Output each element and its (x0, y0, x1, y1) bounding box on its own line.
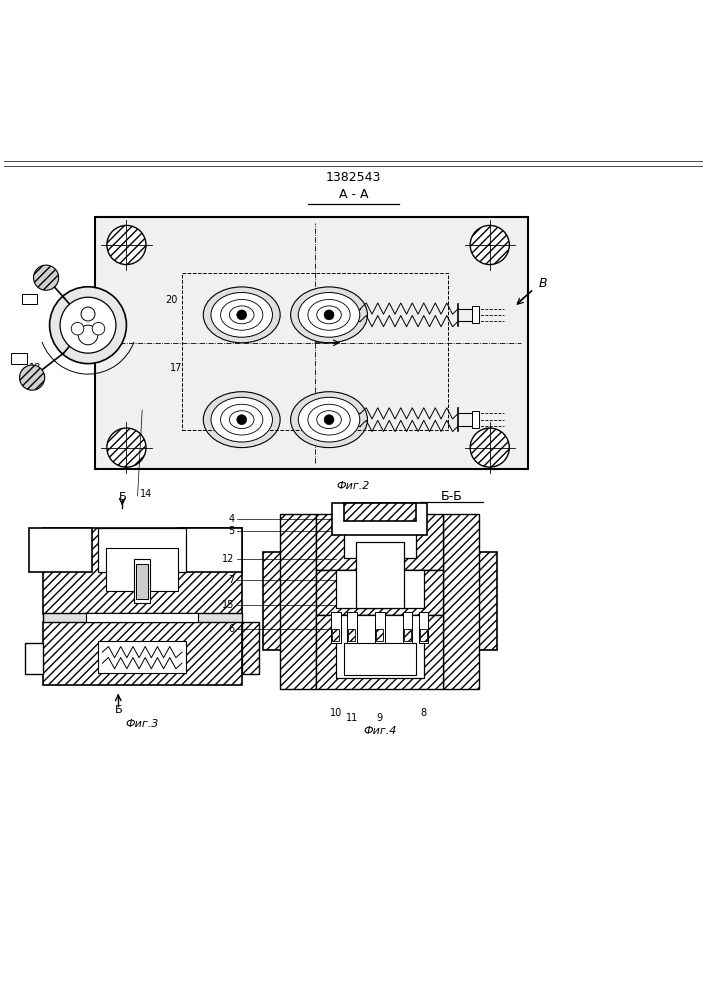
Ellipse shape (291, 392, 368, 448)
Circle shape (237, 310, 247, 320)
Bar (95, 217, 528, 469)
Text: 17: 17 (170, 363, 182, 373)
Bar (98, 528, 186, 572)
Bar (98, 641, 186, 673)
Ellipse shape (229, 411, 254, 429)
Text: B: B (539, 277, 547, 290)
Circle shape (470, 225, 509, 265)
Ellipse shape (221, 404, 263, 435)
Bar (106, 548, 178, 591)
Ellipse shape (204, 392, 280, 448)
Bar (336, 615, 423, 678)
Bar (332, 629, 339, 641)
Bar (316, 615, 443, 689)
Circle shape (71, 322, 84, 335)
Text: 4: 4 (228, 514, 235, 524)
Bar (42, 622, 242, 685)
Circle shape (107, 428, 146, 467)
Bar (344, 503, 416, 521)
Bar (136, 564, 148, 599)
Bar (134, 559, 150, 603)
Text: Фиг.2: Фиг.2 (337, 481, 370, 491)
Ellipse shape (298, 397, 360, 442)
Text: 18: 18 (28, 363, 41, 373)
Circle shape (237, 415, 247, 425)
Ellipse shape (298, 292, 360, 337)
Text: 11: 11 (346, 713, 358, 723)
Text: Б: Б (119, 492, 126, 502)
Bar (403, 612, 412, 643)
Text: Фиг.4: Фиг.4 (363, 726, 397, 736)
Ellipse shape (317, 411, 341, 429)
Ellipse shape (291, 287, 368, 343)
Bar (263, 552, 282, 650)
Ellipse shape (221, 299, 263, 330)
Circle shape (107, 225, 146, 265)
Text: Б: Б (115, 705, 122, 715)
Text: 5: 5 (228, 526, 235, 536)
Bar (280, 514, 316, 689)
Circle shape (20, 365, 45, 390)
Bar (472, 306, 479, 323)
Bar (42, 528, 242, 614)
Bar (11, 353, 27, 364)
Text: 8: 8 (421, 708, 426, 718)
Ellipse shape (211, 292, 272, 337)
Bar (404, 629, 411, 641)
Bar (419, 612, 428, 643)
Text: 15: 15 (223, 600, 235, 610)
Bar (25, 643, 42, 674)
Bar (344, 643, 416, 675)
Bar (347, 612, 357, 643)
Bar (42, 613, 242, 622)
Ellipse shape (211, 397, 272, 442)
Circle shape (81, 307, 95, 321)
Bar (443, 514, 479, 689)
Circle shape (49, 287, 127, 364)
Bar (28, 528, 93, 572)
Bar (420, 629, 427, 641)
Bar (332, 503, 428, 535)
Circle shape (60, 297, 116, 353)
Text: 1382543: 1382543 (326, 171, 381, 184)
Bar (331, 612, 341, 643)
Circle shape (470, 428, 509, 467)
Bar (22, 294, 37, 304)
Ellipse shape (229, 306, 254, 324)
Text: 10: 10 (329, 708, 342, 718)
Text: 14: 14 (140, 489, 152, 499)
Bar (375, 612, 385, 643)
Bar (182, 273, 448, 430)
Ellipse shape (308, 404, 350, 435)
Text: 20: 20 (165, 295, 177, 305)
Circle shape (324, 310, 334, 320)
Bar (316, 570, 443, 615)
Text: А - А: А - А (339, 188, 368, 201)
Text: Б-Б: Б-Б (440, 490, 462, 503)
Bar (477, 552, 497, 650)
Text: 9: 9 (377, 713, 382, 723)
Ellipse shape (204, 287, 280, 343)
Circle shape (92, 322, 105, 335)
Bar (316, 514, 443, 570)
Circle shape (33, 265, 59, 290)
Ellipse shape (317, 306, 341, 324)
Text: 12: 12 (223, 554, 235, 564)
Circle shape (324, 415, 334, 425)
Bar (376, 629, 383, 641)
Text: 6: 6 (228, 624, 235, 634)
Circle shape (78, 325, 98, 345)
Bar (242, 622, 259, 674)
Bar (472, 411, 479, 428)
Text: 7: 7 (228, 575, 235, 585)
Bar (344, 516, 416, 558)
Bar (178, 528, 242, 572)
Ellipse shape (308, 299, 350, 330)
Bar (86, 613, 198, 622)
Bar (336, 570, 423, 608)
Text: Фиг.3: Фиг.3 (125, 719, 159, 729)
Bar (356, 542, 404, 608)
Bar (349, 629, 356, 641)
